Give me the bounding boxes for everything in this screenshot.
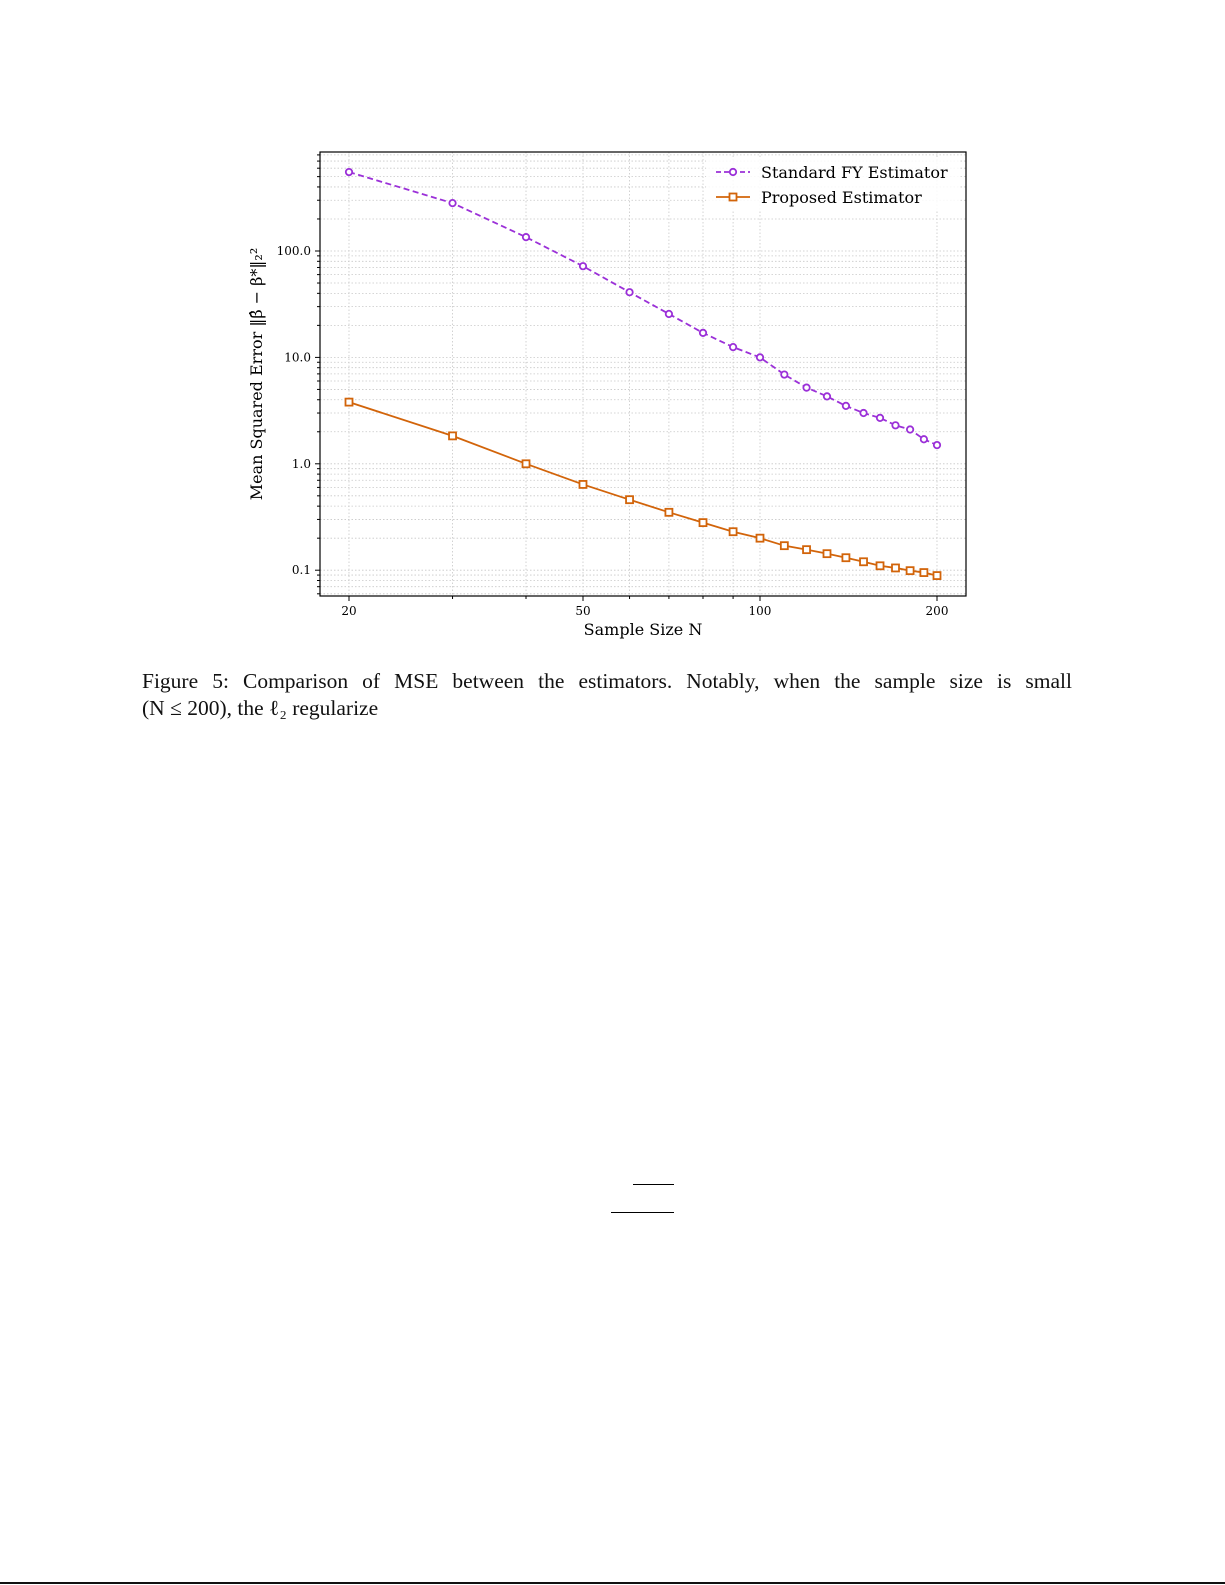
circle-marker-icon — [859, 408, 868, 418]
circle-marker-icon — [344, 167, 354, 177]
grid-lines — [320, 152, 966, 596]
circle-marker-icon — [891, 421, 900, 430]
circle-marker-icon — [755, 353, 765, 362]
square-marker-icon — [779, 541, 789, 551]
square-marker-icon — [841, 553, 851, 563]
legend-label-standard: Standard FY Estimator — [761, 163, 948, 182]
circle-marker-icon — [728, 342, 738, 352]
fraction-bar-long — [611, 1212, 674, 1214]
page-bottom-rule — [0, 1582, 1225, 1584]
y-tick-label: 10.0 — [284, 350, 311, 364]
mse-chart: 20 50 100 200 0.1 1.0 10.0 100.0 Standard FY Es… — [247, 151, 967, 639]
circle-marker-icon — [822, 392, 832, 401]
x-tick-label: 200 — [926, 604, 949, 618]
circle-marker-icon — [802, 383, 811, 392]
legend: Standard FY Estimator Proposed Estimator — [706, 158, 960, 210]
square-marker-icon — [932, 571, 942, 580]
square-marker-icon — [802, 545, 811, 555]
legend-item-proposed: Proposed Estimator — [716, 188, 922, 207]
circle-marker-icon — [905, 425, 915, 434]
legend-item-standard: Standard FY Estimator — [716, 163, 948, 182]
x-axis-label: Sample Size N — [584, 620, 703, 639]
square-marker-icon — [521, 459, 531, 469]
square-marker-icon — [755, 533, 765, 543]
circle-marker-icon — [448, 198, 457, 208]
x-tick-label: 50 — [575, 604, 590, 618]
square-marker-icon — [891, 563, 900, 573]
circle-marker-icon — [919, 435, 929, 444]
x-tick-label: 20 — [341, 604, 356, 618]
caption-line-1: Figure 5: Comparison of MSE between the … — [142, 669, 1072, 693]
square-marker-icon — [859, 557, 868, 567]
y-tick-label: 100.0 — [277, 244, 311, 258]
y-axis-label: Mean Squared Error ‖β̂ − β*‖₂² — [247, 248, 266, 501]
square-marker-icon — [919, 568, 929, 577]
legend-label-proposed: Proposed Estimator — [761, 188, 922, 207]
y-tick-label: 1.0 — [292, 457, 311, 471]
circle-marker-icon — [875, 413, 885, 423]
axis-ticks: 20 50 100 200 0.1 1.0 10.0 100.0 — [277, 154, 949, 618]
circle-marker-icon — [664, 309, 674, 319]
circle-marker-icon — [932, 440, 942, 450]
figure-caption: Figure 5: Comparison of MSE between the … — [142, 668, 1072, 722]
square-marker-icon — [578, 480, 588, 489]
circle-marker-icon — [521, 233, 531, 242]
circle-marker-icon — [625, 288, 634, 297]
square-marker-icon — [822, 549, 832, 559]
data-series — [344, 167, 942, 580]
square-marker-icon — [905, 566, 915, 576]
square-marker-icon — [728, 527, 738, 537]
circle-marker-icon — [578, 262, 588, 271]
x-tick-label: 100 — [749, 604, 772, 618]
circle-marker-icon — [698, 328, 708, 337]
square-marker-icon — [344, 397, 354, 407]
square-marker-icon — [875, 561, 885, 571]
series-line — [348, 401, 938, 577]
circle-marker-icon — [728, 167, 738, 177]
square-marker-icon — [728, 192, 738, 202]
circle-marker-icon — [841, 401, 851, 411]
square-marker-icon — [448, 431, 457, 441]
square-marker-icon — [698, 518, 708, 528]
y-tick-label: 0.1 — [292, 563, 311, 577]
fraction-bar-short — [633, 1184, 674, 1186]
square-marker-icon — [625, 495, 634, 505]
caption-line-2: (N ≤ 200), the ℓ₂ regularize — [142, 696, 379, 720]
square-marker-icon — [664, 507, 674, 517]
circle-marker-icon — [780, 370, 789, 379]
